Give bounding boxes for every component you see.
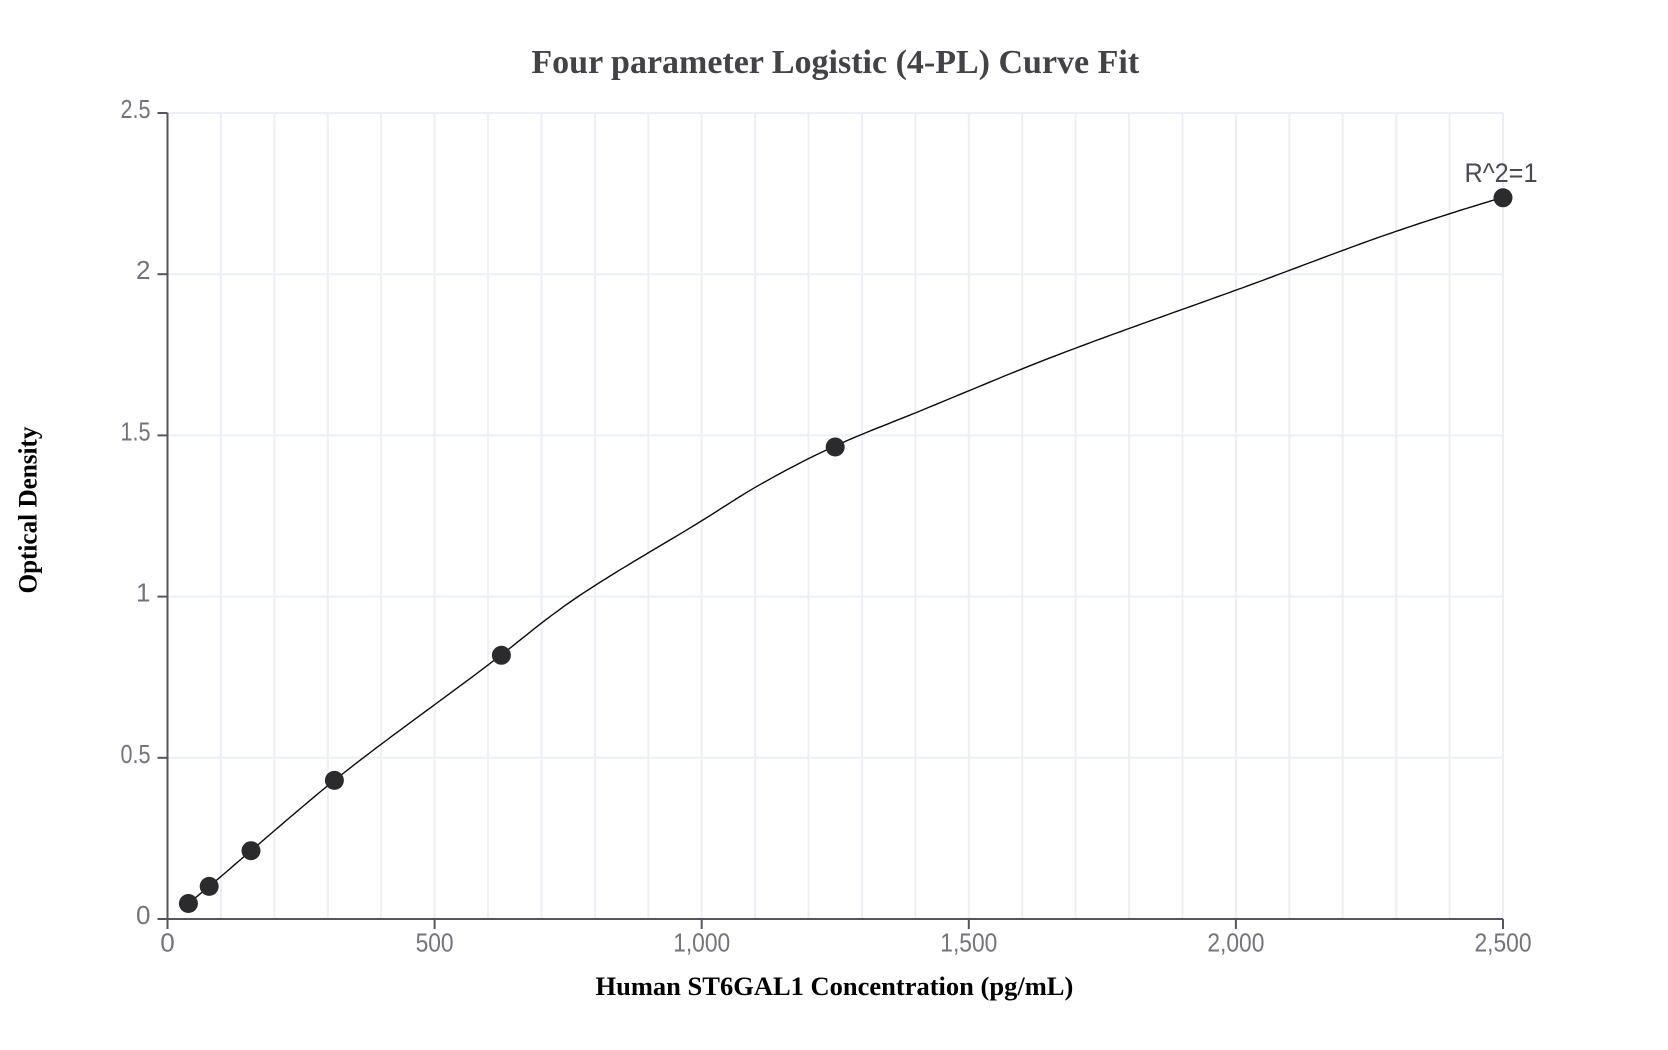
svg-text:Optical Density: Optical Density <box>13 427 43 594</box>
svg-text:1,000: 1,000 <box>673 928 730 958</box>
svg-text:0: 0 <box>136 900 150 930</box>
svg-text:2,000: 2,000 <box>1207 928 1264 958</box>
svg-text:0: 0 <box>160 928 174 958</box>
svg-text:2,500: 2,500 <box>1475 928 1532 958</box>
svg-text:0.5: 0.5 <box>121 739 151 769</box>
svg-text:R^2=1: R^2=1 <box>1465 158 1538 188</box>
svg-text:1.5: 1.5 <box>121 416 151 446</box>
svg-text:Four parameter Logistic (4-PL): Four parameter Logistic (4-PL) Curve Fit <box>531 44 1139 81</box>
svg-text:500: 500 <box>416 928 454 958</box>
svg-text:1: 1 <box>136 578 150 608</box>
svg-text:2.5: 2.5 <box>121 94 151 124</box>
svg-text:2: 2 <box>136 255 150 285</box>
svg-text:Human ST6GAL1 Concentration (p: Human ST6GAL1 Concentration (pg/mL) <box>596 971 1074 1001</box>
svg-text:1,500: 1,500 <box>940 928 997 958</box>
